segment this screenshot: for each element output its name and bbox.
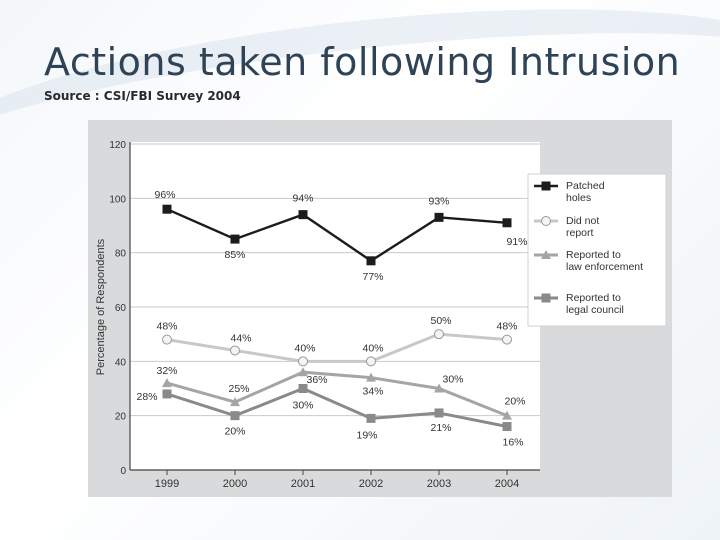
series-1-point xyxy=(366,256,376,266)
series-1-point xyxy=(434,212,444,222)
legend-box xyxy=(527,173,667,327)
series-1-point xyxy=(230,234,240,244)
series-2-point xyxy=(298,356,308,367)
series-3-point xyxy=(434,383,444,393)
data-label: 16% xyxy=(502,437,523,449)
series-1-point xyxy=(502,218,512,228)
data-label: 40% xyxy=(362,342,383,354)
data-label: 25% xyxy=(228,383,249,395)
series-2-point xyxy=(366,356,376,367)
data-label: 32% xyxy=(156,365,177,377)
x-tick-label: 2003 xyxy=(427,478,451,490)
data-label: 30% xyxy=(292,400,313,412)
data-label: 20% xyxy=(504,396,525,408)
y-tick-label: 0 xyxy=(120,466,126,477)
series-4-point xyxy=(366,413,376,423)
line-chart: 0 20 40 60 80 100 120 1999 2000 2001 2002 2003 2004 P… xyxy=(95,140,667,490)
y-tick-label: 60 xyxy=(115,303,127,314)
series-line-2 xyxy=(166,332,508,363)
legend-marker xyxy=(541,181,551,191)
x-tick-label: 2000 xyxy=(223,478,247,490)
y-tick-label: 100 xyxy=(109,194,126,205)
y-tick-label: 40 xyxy=(115,357,127,368)
chart-figure: 0 20 40 60 80 100 120 1999 2000 2001 2002 2003 2004 P… xyxy=(88,120,672,497)
legend-label: Reported to xyxy=(566,249,621,261)
series-4-point xyxy=(434,408,444,418)
legend-label: law enforcement xyxy=(566,261,643,273)
slide-source: Source : CSI/FBI Survey 2004 xyxy=(44,89,241,103)
data-label: 48% xyxy=(156,321,177,333)
slide-title: Actions taken following Intrusion xyxy=(44,40,681,84)
data-label: 91% xyxy=(506,236,527,248)
series-line-1 xyxy=(166,208,508,263)
legend-label: Patched xyxy=(566,180,605,192)
legend-label: legal council xyxy=(566,304,624,316)
legend-label: holes xyxy=(566,192,591,204)
series-line-3 xyxy=(166,370,508,418)
series-2-point xyxy=(162,334,172,345)
legend-label: Reported to xyxy=(566,292,621,304)
series-4-point xyxy=(298,384,308,393)
series-3-point xyxy=(298,367,308,377)
data-label: 94% xyxy=(292,193,313,205)
x-tick-label: 2004 xyxy=(495,478,519,490)
x-tick-label: 2001 xyxy=(291,478,315,490)
data-label: 50% xyxy=(430,315,451,327)
data-label: 77% xyxy=(362,271,383,283)
series-2-point xyxy=(230,345,240,356)
legend-label: Did not xyxy=(566,215,599,227)
series-3-point xyxy=(162,378,172,388)
y-tick-label: 20 xyxy=(115,412,127,423)
series-1-point xyxy=(162,204,172,214)
data-label: 28% xyxy=(136,391,157,403)
series-1-point xyxy=(298,210,308,220)
data-label: 30% xyxy=(442,374,463,386)
data-label: 96% xyxy=(154,189,175,201)
series-3-point xyxy=(366,372,376,382)
y-tick-label: 80 xyxy=(115,249,127,260)
x-tick-label: 1999 xyxy=(155,478,179,490)
data-label: 20% xyxy=(224,426,245,438)
data-label: 44% xyxy=(230,332,251,344)
legend-label: report xyxy=(566,227,594,239)
series-4-point xyxy=(162,389,172,399)
series-4-point xyxy=(230,411,240,421)
y-axis-label: Percentage of Respondents xyxy=(95,238,107,375)
series-3-point xyxy=(502,410,512,420)
data-label: 48% xyxy=(496,321,517,333)
series-3-point xyxy=(230,397,240,407)
data-label: 36% xyxy=(306,374,327,386)
data-label: 21% xyxy=(430,422,451,434)
data-label: 40% xyxy=(294,342,315,354)
y-tick-label: 120 xyxy=(109,140,126,151)
data-label: 85% xyxy=(224,249,245,261)
series-2-point xyxy=(434,329,444,340)
data-label: 19% xyxy=(356,429,377,441)
x-tick-label: 2002 xyxy=(359,478,383,490)
legend-marker xyxy=(541,293,551,303)
legend-marker xyxy=(541,250,551,259)
series-2-point xyxy=(502,334,512,345)
data-label: 34% xyxy=(362,386,383,398)
series-line-4 xyxy=(166,386,508,429)
legend-marker xyxy=(541,216,551,226)
series-4-point xyxy=(502,422,512,432)
data-label: 93% xyxy=(428,195,449,207)
